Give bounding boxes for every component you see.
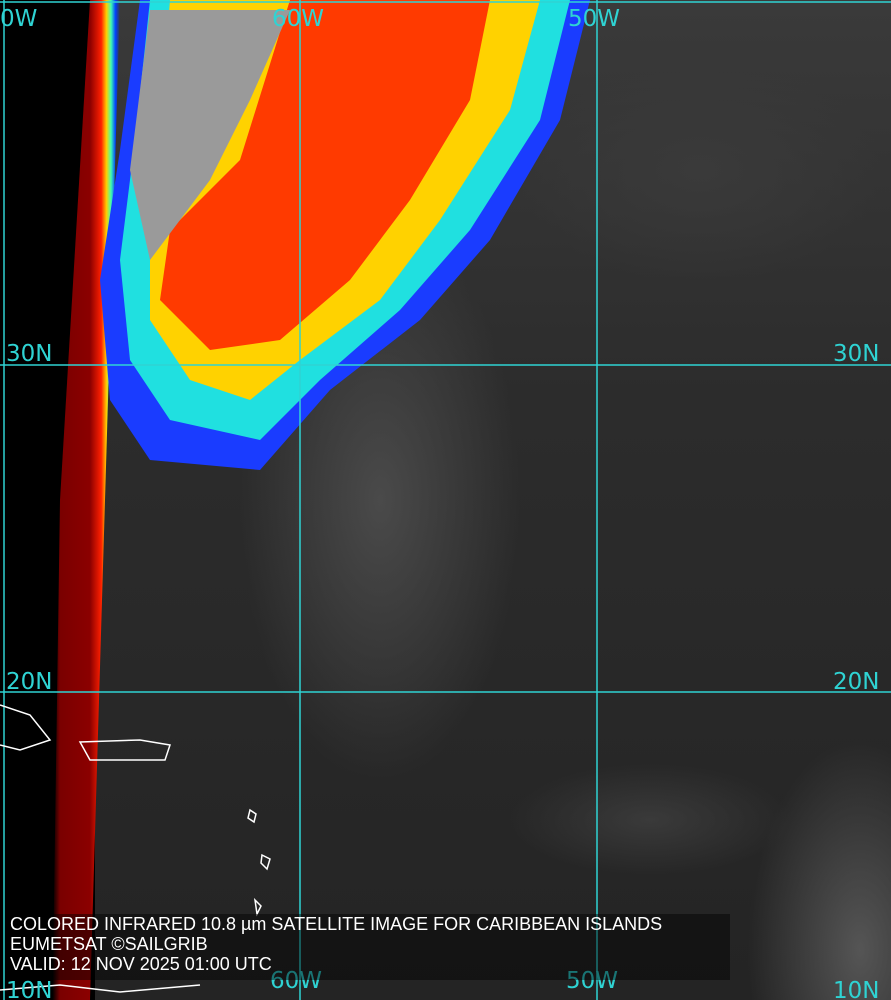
cloud-red xyxy=(160,0,490,350)
image-caption: COLORED INFRARED 10.8 µm SATELLITE IMAGE… xyxy=(6,914,730,980)
caption-valid-time: VALID: 12 NOV 2025 01:00 UTC xyxy=(10,954,272,974)
caption-credit: EUMETSAT ©SAILGRIB xyxy=(10,934,208,954)
lat-label-right-30n: 30N xyxy=(833,341,880,367)
lon-label-top-60w: 60W xyxy=(272,6,325,32)
lat-label-right-10n: 10N xyxy=(833,978,880,1000)
coastlines xyxy=(0,704,271,993)
lon-label-top-70w: 0W xyxy=(0,6,38,32)
lat-label-left-10n: 10N xyxy=(6,978,53,1000)
lat-label-left-30n: 30N xyxy=(6,341,53,367)
lon-label-bottom-50w: 50W xyxy=(566,968,619,994)
storm-cloud-system xyxy=(100,0,590,470)
lon-label-bottom-60w: 60W xyxy=(270,968,323,994)
lon-label-top-50w: 50W xyxy=(568,6,621,32)
cloud-gray-band xyxy=(130,10,290,260)
lat-label-right-20n: 20N xyxy=(833,669,880,695)
caption-title: COLORED INFRARED 10.8 µm SATELLITE IMAGE… xyxy=(10,914,663,934)
lat-label-left-20n: 20N xyxy=(6,669,53,695)
